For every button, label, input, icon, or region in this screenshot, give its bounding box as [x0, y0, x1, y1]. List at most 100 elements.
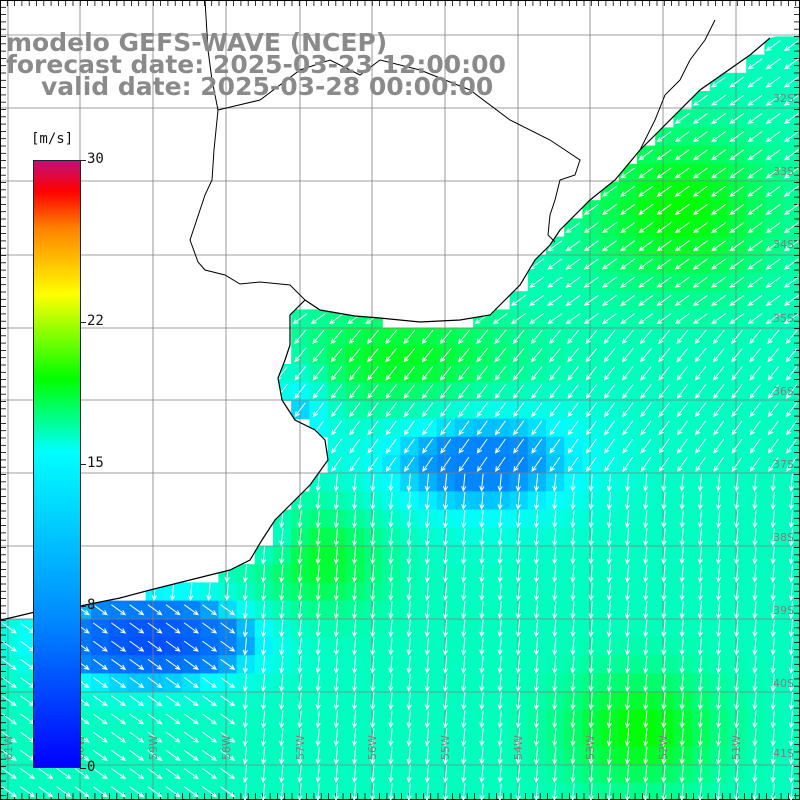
wind-arrow	[570, 473, 576, 492]
wind-arrow	[206, 582, 212, 602]
wind-arrow	[461, 783, 467, 800]
wind-arrow	[279, 546, 285, 565]
wind-arrow	[658, 402, 670, 418]
wind-arrow	[588, 546, 594, 565]
wind-arrow	[788, 473, 794, 492]
wind-arrow	[279, 655, 285, 674]
wind-arrow	[677, 456, 688, 473]
wind-arrow	[765, 240, 781, 252]
wind-arrow	[165, 640, 181, 652]
wind-arrow	[1, 749, 17, 761]
wind-arrow	[461, 619, 467, 638]
wind-arrow	[297, 673, 303, 693]
wind-arrow	[606, 491, 612, 511]
wind-arrow	[315, 582, 321, 602]
wind-arrow	[479, 673, 485, 693]
wind-arrow	[567, 402, 579, 418]
wind-arrow	[297, 710, 303, 729]
wind-arrow	[783, 294, 799, 306]
wind-arrow	[147, 731, 163, 743]
wind-arrow	[442, 582, 449, 602]
wind-arrow	[606, 692, 612, 711]
wind-arrow	[622, 420, 634, 436]
wind-arrow	[661, 473, 667, 492]
wind-arrow	[497, 619, 503, 638]
wind-arrow	[783, 240, 799, 252]
wind-arrow	[658, 366, 670, 381]
wind-arrow	[640, 456, 652, 473]
wind-arrow	[424, 491, 430, 511]
wind-arrow	[388, 491, 394, 511]
wind-arrow	[658, 456, 670, 473]
wind-arrow	[442, 728, 449, 747]
wind-arrow	[515, 528, 521, 547]
wind-arrow	[711, 76, 727, 88]
wind-arrow	[515, 655, 521, 674]
wind-arrow	[715, 546, 722, 565]
wind-arrow	[567, 347, 579, 363]
wind-arrow	[674, 149, 690, 161]
wind-arrow	[783, 222, 799, 234]
wind-arrow	[92, 658, 108, 670]
wind-arrow	[494, 402, 506, 418]
wind-arrow	[406, 764, 412, 784]
wind-arrow	[333, 655, 339, 674]
wind-arrow	[276, 384, 288, 400]
wind-arrow	[552, 710, 558, 729]
longitude-label: 58W	[220, 735, 233, 760]
wind-arrow	[752, 473, 758, 492]
wind-arrow	[260, 637, 267, 656]
wind-arrow	[406, 582, 412, 602]
wind-arrow	[697, 582, 703, 602]
wind-arrow	[515, 510, 521, 529]
wind-arrow	[1, 658, 17, 670]
wind-arrow	[679, 619, 685, 638]
wind-arrow	[388, 728, 394, 747]
wind-arrow	[315, 746, 321, 765]
wind-arrow	[715, 764, 722, 784]
wind-arrow	[643, 710, 649, 729]
wind-arrow	[515, 491, 521, 511]
wind-arrow	[279, 746, 285, 765]
wind-arrow	[385, 329, 398, 345]
wind-arrow	[424, 637, 430, 656]
wind-arrow	[620, 167, 636, 179]
colorbar-tick-mark	[80, 768, 86, 769]
wind-arrow	[74, 786, 90, 798]
wind-arrow	[183, 695, 199, 707]
wind-arrow	[552, 783, 558, 800]
wind-arrow	[552, 619, 558, 638]
wind-arrow	[188, 582, 194, 602]
wind-arrow	[312, 347, 325, 363]
latitude-label: 35S	[773, 312, 794, 325]
wind-arrow	[497, 692, 503, 711]
wind-arrow	[333, 746, 339, 765]
wind-arrow	[403, 329, 416, 345]
wind-arrow	[129, 604, 145, 616]
wind-arrow	[224, 582, 230, 602]
wind-arrow	[697, 510, 703, 529]
wind-arrow	[479, 491, 485, 511]
wind-arrow	[570, 655, 576, 674]
wind-arrow	[788, 564, 794, 583]
valid-date: valid date: 2025-03-28 00:00:00	[41, 72, 494, 101]
wind-arrow	[515, 673, 521, 693]
wind-arrow	[533, 619, 540, 638]
wind-arrow	[656, 313, 672, 325]
wind-arrow	[606, 473, 612, 492]
wind-arrow	[442, 546, 449, 565]
wind-arrow	[183, 640, 199, 652]
wind-arrow	[515, 473, 521, 492]
wind-arrow	[729, 76, 745, 88]
wind-arrow	[770, 582, 776, 602]
wind-arrow	[601, 203, 617, 215]
wind-arrow	[533, 746, 540, 765]
wind-arrow	[588, 710, 594, 729]
wind-arrow	[588, 564, 594, 583]
wind-arrow	[697, 491, 703, 511]
wind-arrow	[292, 313, 308, 325]
wind-arrow	[242, 710, 248, 729]
wind-arrow	[679, 783, 685, 800]
wind-arrow	[788, 546, 794, 565]
